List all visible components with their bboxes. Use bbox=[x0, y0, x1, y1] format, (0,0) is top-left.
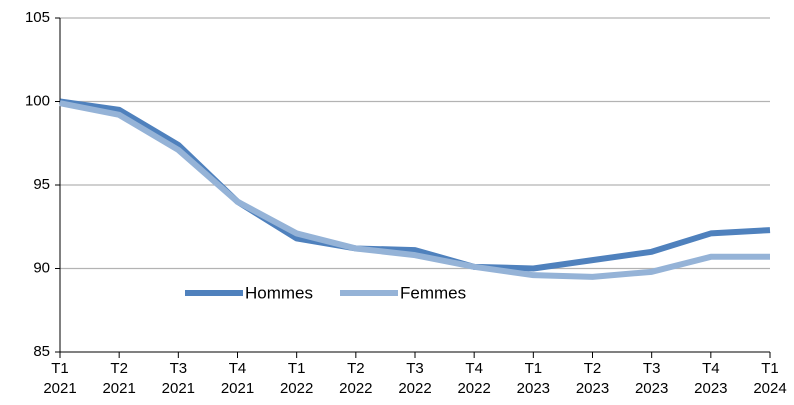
series-line bbox=[59, 100, 770, 280]
x-tick-label: T2 bbox=[110, 360, 128, 377]
x-tick-label: 2022 bbox=[398, 380, 431, 397]
x-tick-label: 2021 bbox=[221, 380, 254, 397]
x-tick-label: 2023 bbox=[576, 380, 609, 397]
y-tick-label: 90 bbox=[33, 259, 50, 276]
x-tick-label: 2023 bbox=[635, 380, 668, 397]
x-tick-label: 2022 bbox=[280, 380, 313, 397]
x-tick-label: T1 bbox=[761, 360, 779, 377]
x-tick-label: T3 bbox=[406, 360, 424, 377]
x-tick-label: 2022 bbox=[457, 380, 490, 397]
x-tick-label: 2024 bbox=[753, 380, 786, 397]
x-tick-label: 2021 bbox=[43, 380, 76, 397]
x-tick-label: 2021 bbox=[102, 380, 135, 397]
series-line bbox=[59, 98, 771, 272]
x-tick-label: T1 bbox=[288, 360, 306, 377]
legend-label: Femmes bbox=[400, 283, 466, 302]
y-tick-label: 100 bbox=[25, 92, 50, 109]
x-tick-label: T2 bbox=[347, 360, 365, 377]
x-tick-label: T1 bbox=[525, 360, 543, 377]
x-tick-label: T3 bbox=[643, 360, 661, 377]
x-tick-label: 2021 bbox=[162, 380, 195, 397]
x-tick-label: T1 bbox=[51, 360, 69, 377]
x-tick-label: T4 bbox=[465, 360, 483, 377]
y-tick-label: 95 bbox=[33, 176, 50, 193]
x-tick-label: T2 bbox=[584, 360, 602, 377]
legend-label: Hommes bbox=[245, 283, 313, 302]
x-tick-label: T4 bbox=[702, 360, 720, 377]
x-tick-label: T3 bbox=[170, 360, 188, 377]
x-tick-label: 2023 bbox=[517, 380, 550, 397]
y-tick-label: 85 bbox=[33, 343, 50, 360]
x-tick-label: 2022 bbox=[339, 380, 372, 397]
x-tick-label: 2023 bbox=[694, 380, 727, 397]
y-tick-label: 105 bbox=[25, 9, 50, 26]
x-tick-label: T4 bbox=[229, 360, 247, 377]
